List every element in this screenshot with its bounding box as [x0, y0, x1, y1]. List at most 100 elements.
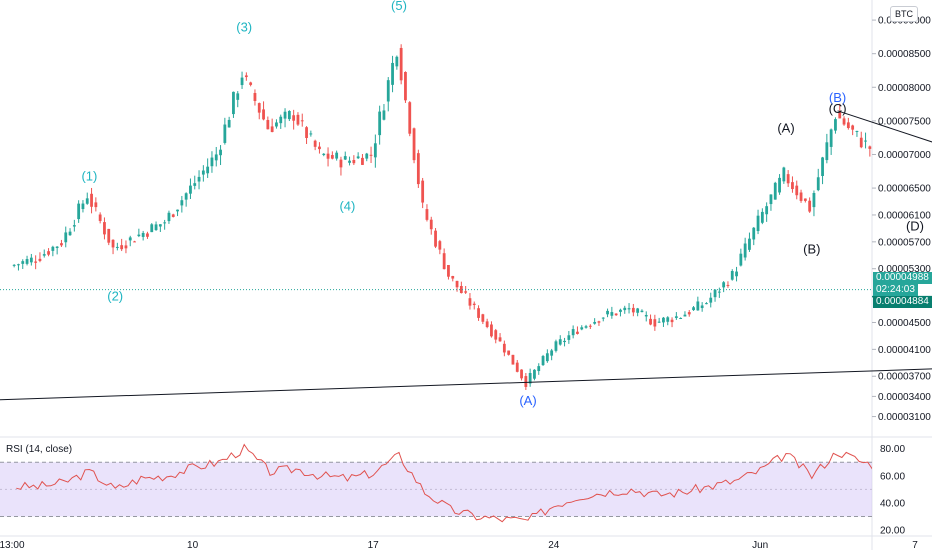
candle-body: [438, 241, 442, 250]
time-axis[interactable]: 13:00101724Jun7142126Jul6: [0, 540, 932, 550]
candle-body: [511, 354, 515, 365]
candle-body: [77, 203, 81, 220]
candle-body: [842, 118, 846, 125]
candle-body: [378, 111, 382, 136]
candle-body: [72, 225, 76, 227]
candle-body: [468, 298, 472, 306]
candle-body: [765, 206, 769, 215]
candle-body: [201, 170, 205, 175]
candle-body: [485, 321, 489, 328]
support-trendline[interactable]: [0, 341, 932, 401]
candle-body: [219, 149, 222, 156]
rsi-tick-label: 80.00: [880, 444, 905, 455]
candle-body: [404, 71, 407, 101]
price-tick-label: 0.00007500: [878, 116, 931, 127]
candle-body: [163, 222, 167, 224]
candle-body: [421, 180, 425, 203]
candle-body: [580, 327, 584, 330]
candle-body: [567, 335, 571, 340]
candle-body: [171, 214, 175, 217]
wave-label: (C): [829, 101, 847, 116]
candle-body: [687, 312, 691, 315]
candle-body: [588, 325, 592, 327]
wave-label: (A): [777, 120, 794, 135]
candle-body: [537, 366, 541, 372]
candle-body: [115, 246, 119, 248]
candle-body: [107, 228, 111, 243]
candle-body: [739, 253, 743, 266]
candle-body: [322, 153, 326, 156]
candle-body: [223, 124, 227, 143]
candle-body: [709, 297, 713, 303]
candle-body: [670, 319, 674, 323]
candle-body: [722, 282, 726, 288]
candle-body: [447, 264, 450, 277]
candle-body: [459, 286, 463, 294]
candle-body: [309, 133, 313, 135]
candle-body: [103, 222, 106, 235]
candle-body: [94, 202, 98, 208]
wave-label: (B): [829, 90, 846, 105]
candle-body: [305, 127, 308, 139]
wave-label: (3): [236, 20, 252, 35]
candle-body: [29, 257, 33, 263]
candle-body: [545, 353, 549, 362]
candle-body: [158, 224, 162, 227]
candle-body: [17, 264, 20, 266]
candle-body: [782, 167, 786, 182]
candle-body: [541, 356, 545, 366]
candle-body: [834, 119, 837, 131]
candle-body: [210, 157, 214, 167]
candle-body: [240, 77, 244, 86]
price-tick-label: 0.00003100: [878, 412, 931, 423]
candle-body: [717, 291, 721, 293]
candle-body: [352, 159, 356, 164]
candle-body: [442, 253, 446, 270]
candle-body: [795, 185, 799, 196]
rsi-indicator-title[interactable]: RSI (14, close): [6, 444, 73, 455]
candle-body: [610, 312, 614, 316]
candle-body: [244, 75, 248, 78]
currency-badge[interactable]: BTC: [890, 6, 918, 22]
candle-body: [335, 152, 339, 159]
candle-body: [778, 177, 781, 193]
price-tick-label: 0.00007000: [878, 150, 931, 161]
wave-label: (5): [391, 0, 407, 13]
candle-body: [550, 350, 554, 356]
candle-body: [249, 82, 253, 85]
price-pane[interactable]: [0, 44, 932, 390]
candle-body: [700, 305, 704, 309]
price-axis[interactable]: 0.000090000.000085000.000080000.00007500…: [872, 16, 931, 423]
candle-body: [593, 321, 597, 324]
price-tick-label: 0.00005300: [878, 264, 931, 275]
candle-body: [451, 276, 455, 279]
candle-body: [270, 126, 274, 133]
candle-body: [434, 230, 437, 247]
candle-body: [558, 339, 562, 345]
candle-body: [679, 317, 683, 319]
candle-body: [838, 112, 842, 119]
candle-body: [180, 200, 184, 206]
rsi-axis[interactable]: 80.00 60.00 40.00 20.00: [880, 444, 905, 536]
rsi-tick-label: 60.00: [880, 471, 905, 482]
candle-body: [193, 183, 197, 186]
candle-body: [154, 224, 158, 231]
candle-body: [141, 232, 145, 237]
candle-body: [464, 291, 468, 293]
candle-body: [730, 271, 734, 280]
price-tick-label: 0.00008000: [878, 83, 931, 94]
time-tick-label: 7: [912, 540, 918, 550]
candle-body: [498, 337, 502, 342]
candle-body: [81, 203, 85, 210]
candle-body: [760, 211, 764, 223]
candle-body: [816, 177, 820, 191]
candle-body: [524, 376, 528, 387]
rsi-line[interactable]: [16, 443, 932, 527]
candle-body: [653, 319, 657, 327]
candle-body: [846, 122, 850, 128]
candle-body: [206, 166, 210, 174]
candle-body: [275, 122, 278, 127]
rsi-pane[interactable]: [0, 443, 932, 527]
candle-body: [373, 143, 377, 158]
